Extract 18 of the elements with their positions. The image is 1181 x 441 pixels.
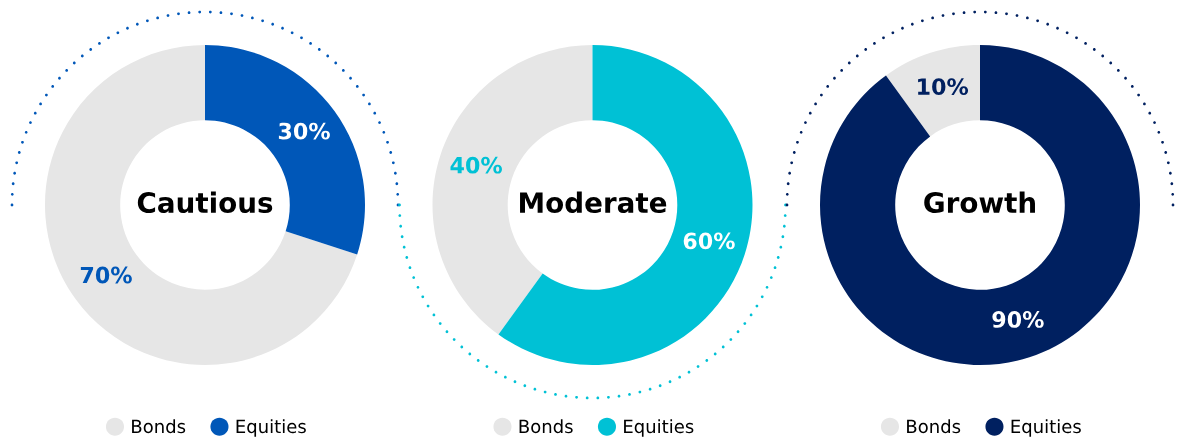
legend-label: Equities xyxy=(1011,419,1081,437)
data-label: 30% xyxy=(278,122,330,140)
text: Moderate xyxy=(520,191,667,214)
data-label: 90% xyxy=(992,311,1044,328)
text: Growth xyxy=(924,191,1035,214)
legend-label: Bonds xyxy=(132,419,186,434)
data-label: 40% xyxy=(450,156,502,174)
data-label: 60% xyxy=(683,232,735,250)
data-label: 70% xyxy=(80,266,132,284)
data-label: 10% xyxy=(918,78,969,96)
donut-slice xyxy=(820,45,1140,365)
legend-label: Equities xyxy=(236,419,306,437)
donut-slice xyxy=(45,45,358,365)
donut-slice xyxy=(885,45,980,137)
legend-label: Bonds xyxy=(907,419,961,434)
legend-label: Equities xyxy=(624,419,694,437)
text: Cautious xyxy=(137,191,273,214)
legend-label: Bonds xyxy=(519,419,573,434)
